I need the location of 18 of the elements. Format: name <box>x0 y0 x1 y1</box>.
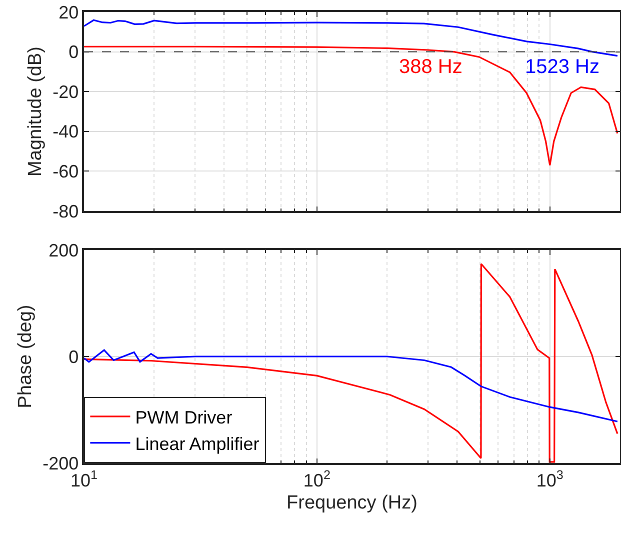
x-tick-label: 10$^{2}$ <box>303 468 330 490</box>
y-tick-label: 20 <box>58 2 79 22</box>
legend-label: PWM Driver <box>135 407 232 428</box>
y-axis-title: Magnitude (dB) <box>24 46 46 176</box>
annotation: 388 Hz <box>399 56 462 78</box>
y-tick-label: -80 <box>52 201 79 222</box>
y-tick-label: -200 <box>42 453 79 474</box>
annotation: 1523 Hz <box>525 56 600 78</box>
y-tick-label: 0 <box>68 346 79 367</box>
y-tick-label: -20 <box>52 82 79 102</box>
y-tick-label: 200 <box>48 240 79 260</box>
y-axis-title: Phase (deg) <box>14 304 36 408</box>
legend-label: Linear Amplifier <box>135 434 260 454</box>
y-tick-label: -60 <box>52 162 79 182</box>
y-tick-label: 0 <box>68 42 79 62</box>
y-tick-label: -40 <box>52 122 79 142</box>
x-axis-title: Frequency (Hz) <box>286 492 418 514</box>
x-tick-label: 10$^{3}$ <box>536 468 564 490</box>
